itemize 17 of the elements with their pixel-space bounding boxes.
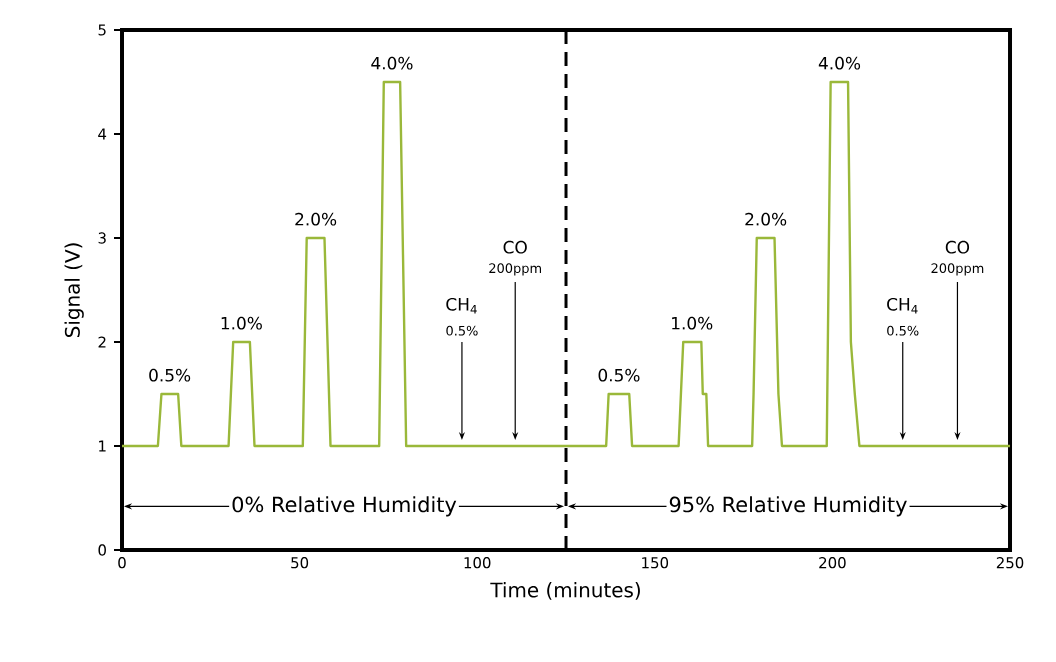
x-axis-title: Time (minutes) bbox=[490, 582, 640, 600]
annotation: 95% Relative Humidity bbox=[669, 496, 907, 517]
annotation: 0% Relative Humidity bbox=[232, 496, 457, 517]
annotation: 1.0% bbox=[221, 316, 262, 330]
annotation: 0.5% bbox=[598, 368, 640, 382]
annotation: 4.0% bbox=[371, 56, 413, 70]
annotation: 2.0% bbox=[745, 212, 787, 226]
annotation: CH$_{4}$ bbox=[446, 297, 477, 314]
line-series bbox=[120, 80, 1012, 448]
annotation: CH$_{4}$ bbox=[887, 297, 918, 314]
y-axis-title: Signal (V) bbox=[64, 243, 84, 338]
annotation: 0.5% bbox=[149, 368, 191, 382]
annotation: CO bbox=[945, 240, 970, 254]
annotation: CO bbox=[503, 240, 527, 254]
annotation: 4.0% bbox=[818, 56, 861, 70]
annotation: 1.0% bbox=[672, 316, 713, 330]
annotation: 2.0% bbox=[295, 212, 337, 226]
